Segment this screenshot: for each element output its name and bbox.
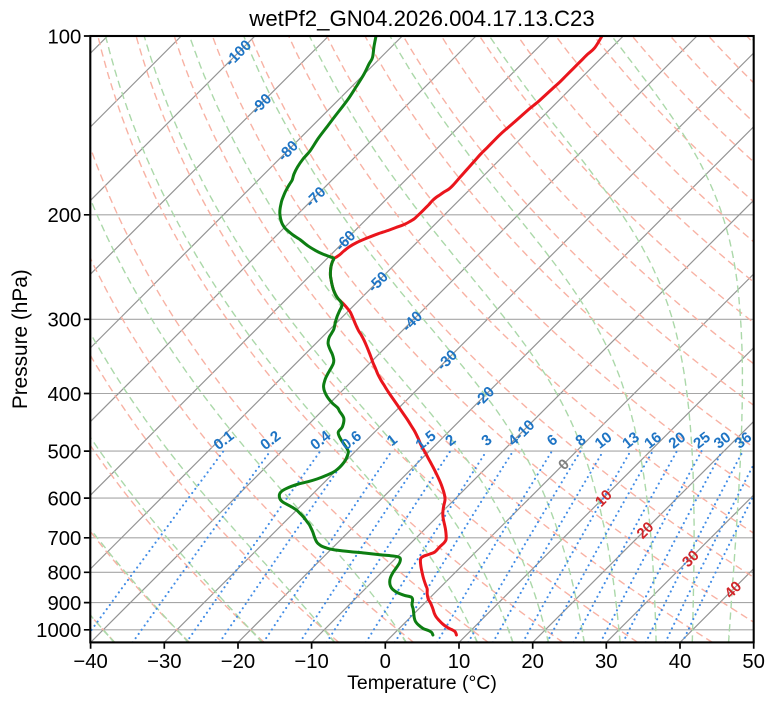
svg-text:200: 200 (47, 205, 81, 227)
svg-text:1000: 1000 (36, 620, 81, 642)
svg-text:0: 0 (380, 651, 391, 673)
svg-text:−20: −20 (221, 651, 255, 673)
svg-text:−40: −40 (73, 651, 107, 673)
svg-text:10: 10 (592, 429, 616, 453)
svg-text:500: 500 (47, 441, 81, 463)
svg-text:Pressure (hPa): Pressure (hPa) (9, 269, 32, 409)
svg-text:40: 40 (669, 651, 692, 673)
svg-text:20: 20 (521, 651, 544, 673)
svg-text:900: 900 (47, 593, 81, 615)
svg-text:300: 300 (47, 310, 81, 332)
svg-text:800: 800 (47, 563, 81, 585)
svg-text:100: 100 (47, 26, 81, 48)
svg-text:50: 50 (742, 651, 765, 673)
svg-text:13: 13 (619, 429, 643, 453)
svg-text:700: 700 (47, 528, 81, 550)
svg-text:Temperature (°C): Temperature (°C) (347, 672, 497, 694)
svg-text:25: 25 (690, 429, 714, 453)
svg-text:600: 600 (47, 488, 81, 510)
svg-text:−10: −10 (294, 651, 328, 673)
svg-text:36: 36 (732, 429, 756, 453)
svg-text:30: 30 (595, 651, 618, 673)
svg-text:−30: −30 (147, 651, 181, 673)
svg-text:400: 400 (47, 384, 81, 406)
svg-text:10: 10 (448, 651, 471, 673)
svg-text:30: 30 (711, 429, 735, 453)
svg-text:20: 20 (666, 429, 690, 453)
svg-text:wetPf2_GN04.2026.004.17.13.C23: wetPf2_GN04.2026.004.17.13.C23 (248, 6, 594, 31)
svg-text:16: 16 (641, 429, 665, 453)
